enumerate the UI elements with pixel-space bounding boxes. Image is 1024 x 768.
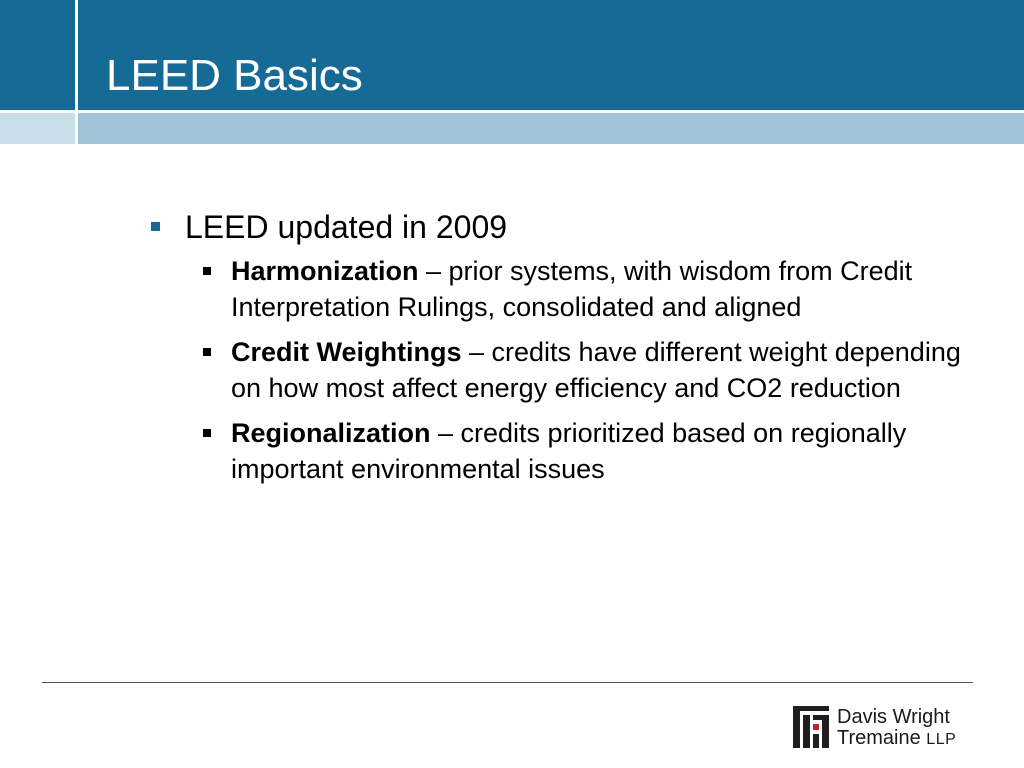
square-bullet-icon <box>203 429 211 437</box>
main-bullet: LEED updated in 2009 <box>140 205 1000 249</box>
footer-divider <box>42 682 973 683</box>
slide-body: LEED updated in 2009 Harmonization – pri… <box>140 205 1000 496</box>
sub-bullet: Harmonization – prior systems, with wisd… <box>140 253 1000 325</box>
logo-llp: LLP <box>926 731 957 748</box>
square-bullet-icon <box>151 222 160 231</box>
logo-wordmark: Davis Wright Tremaine LLP <box>837 707 956 750</box>
dwt-logo-mark-icon <box>793 706 829 748</box>
main-bullet-text: LEED updated in 2009 <box>185 209 508 245</box>
logo-line-1: Davis Wright <box>837 706 950 728</box>
sub-bullet-term: Regionalization <box>231 418 431 448</box>
sub-bullet-term: Credit Weightings <box>231 337 462 367</box>
sub-bullet-text: – credits have different weight dependin… <box>231 337 961 403</box>
square-bullet-icon <box>203 267 211 275</box>
header-divider-horizontal <box>0 110 1024 113</box>
square-bullet-icon <box>203 348 211 356</box>
logo-line-2-name: Tremaine <box>837 727 921 749</box>
title-bar-left-block <box>0 0 75 110</box>
slide-title: LEED Basics <box>106 51 363 100</box>
sub-bullet: Credit Weightings – credits have differe… <box>140 334 1000 406</box>
sub-bullet-text: – credits prioritized based on regionall… <box>231 418 907 484</box>
accent-band-left-block <box>0 113 75 144</box>
logo-line-2: Tremaine LLP <box>837 728 956 750</box>
header-divider-vertical <box>75 0 78 144</box>
title-bar <box>0 0 1024 110</box>
sub-bullet-term: Harmonization <box>231 256 419 286</box>
company-logo: Davis Wright Tremaine LLP <box>793 706 983 750</box>
sub-bullet: Regionalization – credits prioritized ba… <box>140 415 1000 487</box>
accent-band <box>0 113 1024 144</box>
sub-bullet-text: – prior systems, with wisdom from Credit… <box>231 256 913 322</box>
